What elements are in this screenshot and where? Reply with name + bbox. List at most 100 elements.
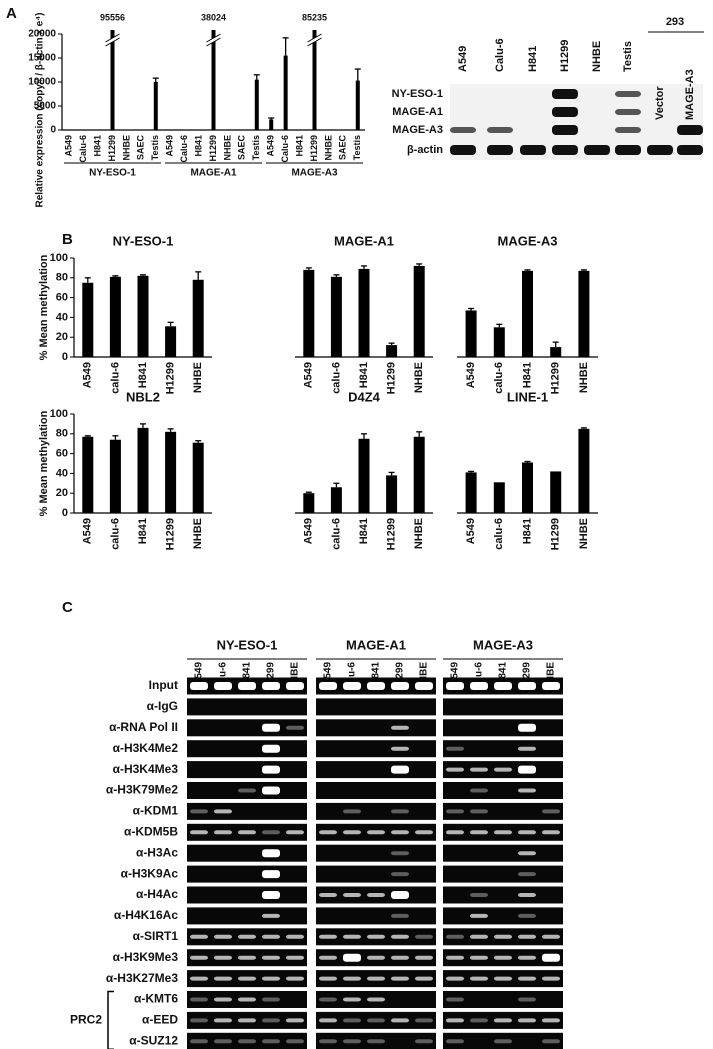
band [518,997,536,1002]
x-tick-label: Testis [352,135,362,160]
lane-label: Calu-6 [347,662,358,693]
gel [316,740,436,758]
row-label: α-RNA Pol II [109,720,178,734]
band [542,976,560,981]
x-tick-label: H841 [137,362,149,388]
band [518,872,536,877]
gel [187,719,307,737]
band [470,976,488,981]
lane-label: A549 [194,662,205,686]
y-tick-label: 20 [56,331,68,343]
band [319,976,337,981]
x-tick-label: NHBE [222,135,232,161]
band [391,1018,409,1023]
x-tick-label: NHBE [323,135,333,161]
band [518,1018,536,1023]
y-tick-label: 60 [56,448,68,460]
chart-title: NY-ESO-1 [113,233,174,248]
band [343,893,361,897]
x-tick-label: SAEC [237,135,247,161]
band [190,682,208,690]
bracket-label: PRC2 [70,1013,102,1027]
x-tick-label: H1299 [208,135,218,162]
band [262,765,280,774]
band [391,976,409,981]
lane-label: H1299 [522,662,533,692]
band [446,976,464,981]
x-tick-label: A549 [266,135,276,157]
band [286,1039,304,1044]
row-label: MAGE-A1 [392,106,443,118]
band [470,1018,488,1023]
bar [330,487,342,513]
band [446,682,464,690]
band [190,830,208,835]
band [238,955,256,960]
band [262,786,280,795]
x-tick-label: H841 [521,362,533,388]
lane-label: NHBE [290,662,301,691]
x-tick-label: H841 [521,518,533,544]
band [518,851,536,856]
band [262,682,280,690]
band [238,682,256,690]
band [415,934,433,939]
band [262,830,280,835]
band [343,953,361,962]
band [446,1018,464,1023]
band [415,976,433,981]
bar [330,276,342,357]
band [343,1039,361,1044]
bar [413,436,425,513]
band [542,1018,560,1023]
bar [578,270,590,357]
gel [187,865,307,883]
row-label: NY-ESO-1 [392,88,443,100]
axis-break [206,37,221,47]
y-tick-label: 100 [50,408,68,420]
gel [187,907,307,925]
band [286,1018,304,1023]
x-tick-label: H1299 [107,135,117,162]
gel [187,1032,307,1049]
row-label: α-KMT6 [134,992,178,1006]
band [446,997,464,1002]
row-label: α-H3K9Ac [121,866,179,880]
y-tick-label: 0 [50,125,56,136]
x-tick-label: H841 [137,518,149,544]
band [446,934,464,939]
x-tick-label: Testis [150,135,160,160]
x-tick-label: A549 [82,362,94,388]
bar [165,326,177,357]
band [319,997,337,1002]
band [391,746,409,751]
gel [187,802,307,820]
lane-label: H841 [371,662,382,686]
band [487,127,513,133]
band [367,830,385,835]
band [262,1018,280,1023]
bar [522,270,533,357]
bar [386,475,398,513]
band [552,107,578,117]
band [552,125,578,135]
band [262,870,280,879]
bar [522,462,533,513]
lane-label: A549 [450,662,461,686]
band [286,976,304,981]
band [446,955,464,960]
band [367,1039,385,1044]
x-tick-label: NHBE [413,518,425,549]
lane-label: H1299 [266,662,277,692]
band [494,955,512,960]
y-tick-label: 80 [56,428,68,440]
band [391,891,409,899]
gel [316,865,436,883]
y-tick-label: 40 [56,311,68,323]
x-tick-label: H1299 [550,362,562,394]
band [494,830,512,835]
bar [413,265,425,357]
band [190,955,208,960]
lane-label: NHBE [419,662,430,691]
